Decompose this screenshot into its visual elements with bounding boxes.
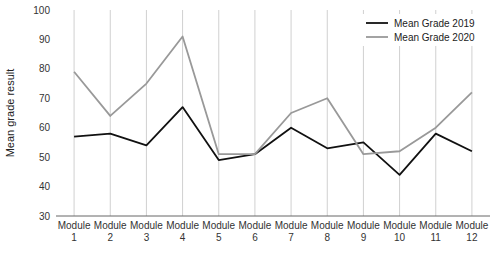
legend-swatch [366, 36, 388, 38]
x-axis: Module1Module2Module3Module4Module5Modul… [58, 220, 489, 243]
y-tick-label: 50 [39, 152, 51, 163]
legend-label: Mean Grade 2019 [394, 18, 475, 29]
x-tick-label: Module11 [419, 220, 452, 243]
x-tick-label: Module7 [275, 220, 308, 243]
grid-line [327, 10, 328, 216]
y-axis: 30 40 50 60 70 80 90 100 [33, 5, 50, 222]
y-tick-label: 60 [39, 122, 51, 133]
legend: Mean Grade 2019 Mean Grade 2020 [362, 14, 486, 46]
y-tick-label: 40 [39, 181, 51, 192]
y-tick-label: 90 [39, 34, 51, 45]
legend-swatch [366, 22, 388, 24]
legend-background [362, 14, 486, 46]
series-line [74, 107, 472, 175]
x-tick-label: Module10 [383, 220, 416, 243]
grid-line [74, 10, 75, 216]
chart-container: Module1Module2Module3Module4Module5Modul… [0, 0, 500, 260]
series-line [74, 36, 472, 154]
x-tick-label: Module4 [166, 220, 199, 243]
y-axis-label: Mean grade result [4, 69, 16, 158]
x-axis-line [56, 216, 490, 217]
x-tick-label: Module9 [347, 220, 380, 243]
y-tick-label: 70 [39, 93, 51, 104]
x-tick-label: Module5 [202, 220, 235, 243]
y-tick-label: 100 [33, 5, 50, 16]
grid-line [146, 10, 147, 216]
x-tick-label: Module12 [456, 220, 489, 243]
legend-label: Mean Grade 2020 [394, 32, 475, 43]
x-tick-label: Module6 [239, 220, 272, 243]
y-tick-label: 80 [39, 63, 51, 74]
x-tick-label: Module2 [94, 220, 127, 243]
grid-line [110, 10, 111, 216]
series-group [74, 36, 472, 174]
grid-line [254, 10, 255, 216]
y-tick-label: 30 [39, 211, 51, 222]
x-tick-label: Module1 [58, 220, 91, 243]
x-tick-label: Module3 [130, 220, 163, 243]
chart: Module1Module2Module3Module4Module5Modul… [0, 0, 500, 260]
grid-line [182, 10, 183, 216]
x-tick-label: Module8 [311, 220, 344, 243]
grid-line [218, 10, 219, 216]
